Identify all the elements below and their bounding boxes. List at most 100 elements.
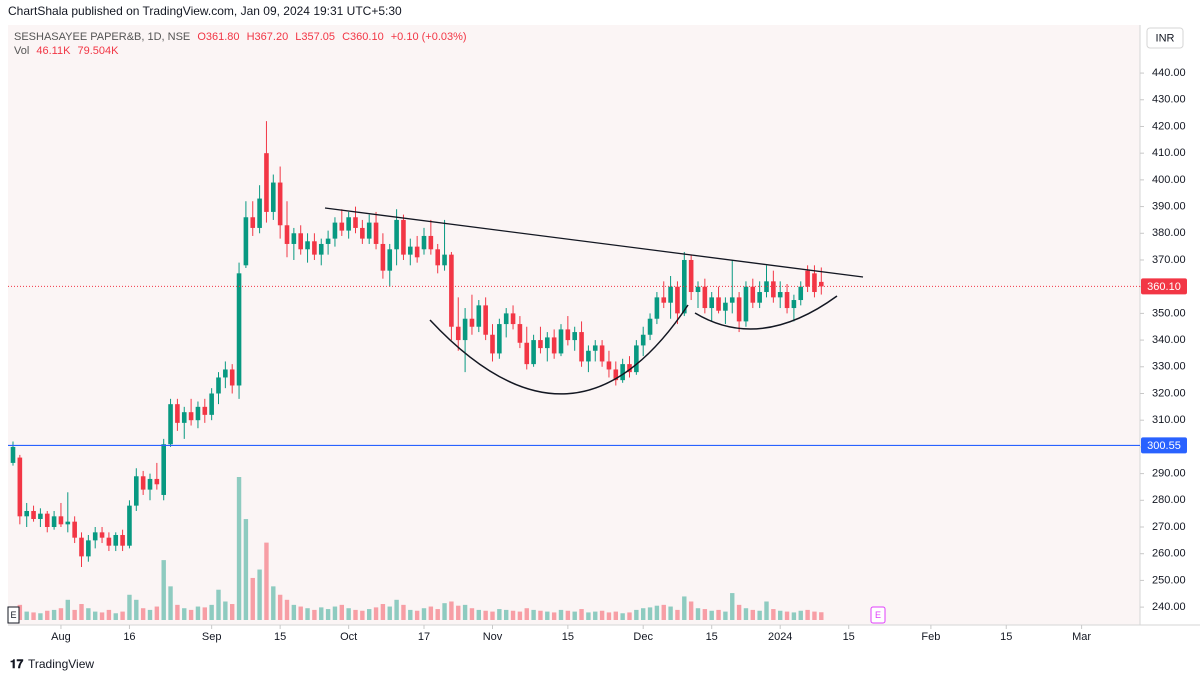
volume-bar	[182, 608, 187, 620]
volume-bar	[277, 594, 283, 620]
volume-bar	[346, 608, 351, 620]
volume-bar	[620, 613, 625, 620]
volume-bar	[442, 603, 447, 620]
volume-bar	[695, 608, 701, 620]
earnings-box[interactable]	[870, 606, 886, 624]
volume-bar	[93, 611, 98, 620]
candle-body	[503, 313, 509, 325]
candle-body	[545, 337, 550, 349]
volume-bar	[579, 609, 584, 620]
candle-body	[346, 217, 351, 231]
candle-body	[750, 286, 756, 303]
volume-bar	[387, 606, 392, 620]
candle-body	[72, 521, 77, 538]
candle-body	[10, 446, 16, 463]
volume-bar	[490, 611, 495, 620]
volume-bar	[414, 610, 420, 620]
volume-bar	[702, 609, 708, 620]
candle-body	[31, 510, 36, 519]
volume-bar	[79, 604, 84, 620]
candle-body	[517, 324, 523, 343]
y-tick-label: 260.00	[1152, 548, 1186, 560]
volume-bar	[86, 608, 91, 620]
candle-body	[17, 457, 23, 517]
candle-body	[757, 292, 762, 303]
currency-box[interactable]	[1146, 27, 1184, 49]
volume-bar	[319, 607, 324, 620]
candle-body	[723, 302, 728, 311]
volume-bar	[798, 610, 803, 620]
volume-bar	[175, 604, 180, 620]
earnings-marker[interactable]: E	[875, 610, 881, 620]
candle-body	[373, 222, 379, 244]
candle-body	[92, 532, 98, 541]
logo-mark: 𝟏𝟕	[10, 657, 24, 671]
candle-body	[414, 246, 420, 258]
volume-value: 46.11K	[36, 45, 71, 57]
volume-bar	[127, 594, 132, 620]
currency[interactable]: INR	[1156, 32, 1175, 44]
candle-body	[572, 332, 577, 341]
candle-body	[51, 516, 57, 528]
candle-body	[113, 535, 119, 546]
volume-bar	[216, 589, 221, 620]
volume-bar	[223, 601, 228, 620]
candle-body	[366, 222, 372, 239]
candle-body	[401, 219, 406, 255]
earnings-box[interactable]	[7, 606, 20, 624]
x-tick-label: 15	[1000, 631, 1012, 643]
volume-bar	[353, 609, 358, 620]
x-tick-label: Aug	[51, 631, 71, 643]
candle-body	[181, 412, 187, 423]
volume-bar	[538, 610, 543, 620]
candle-body	[421, 235, 427, 250]
volume-bar	[38, 613, 43, 620]
volume-bar	[483, 610, 488, 620]
volume-bar	[723, 611, 728, 620]
candle-body	[140, 476, 146, 490]
volume-bar	[504, 609, 509, 620]
volume-bar	[778, 610, 783, 620]
candle-body	[592, 345, 598, 351]
y-tick-label: 320.00	[1152, 387, 1186, 399]
volume-bar	[593, 611, 598, 620]
marks: 240.00 250.00 260.00 270.00 280.00 290.00 300.…	[8, 67, 1187, 643]
y-tick-label: 430.00	[1152, 94, 1186, 106]
open: O361.80	[197, 31, 239, 43]
candle-body	[661, 297, 667, 303]
volume-bar	[168, 586, 173, 620]
volume-bar	[45, 610, 50, 620]
candle-body	[134, 476, 139, 506]
volume-bar	[449, 601, 454, 620]
candle-body	[209, 393, 214, 415]
volume-bar	[757, 610, 762, 620]
candle-body	[264, 153, 269, 212]
candle-body	[579, 332, 584, 362]
candle-body	[99, 532, 105, 538]
volume-bar	[599, 610, 605, 620]
y-tick-label: 290.00	[1152, 468, 1186, 480]
candle-body	[277, 182, 283, 226]
candle-body	[682, 259, 687, 314]
volume-bar	[230, 604, 235, 620]
earnings-marker[interactable]: E	[10, 610, 16, 620]
candle-body	[764, 281, 769, 293]
candle-body	[216, 377, 221, 394]
candle-body	[640, 334, 646, 346]
volume-bar	[394, 599, 399, 620]
candle-body	[510, 313, 516, 325]
candle-body	[339, 222, 345, 231]
candle-body	[106, 537, 112, 546]
low: L357.05	[295, 31, 335, 43]
candle-body	[490, 334, 495, 354]
hline-label: 300.55	[1147, 440, 1181, 452]
candle-body	[702, 286, 708, 309]
candle-body	[360, 227, 365, 239]
candle-body	[551, 337, 557, 354]
candle-body	[688, 259, 694, 293]
volume-bar	[565, 610, 571, 620]
candle-body	[175, 404, 180, 423]
volume-bar	[661, 604, 666, 620]
candle-body	[24, 510, 29, 517]
last-price-label: 360.10	[1147, 281, 1181, 293]
